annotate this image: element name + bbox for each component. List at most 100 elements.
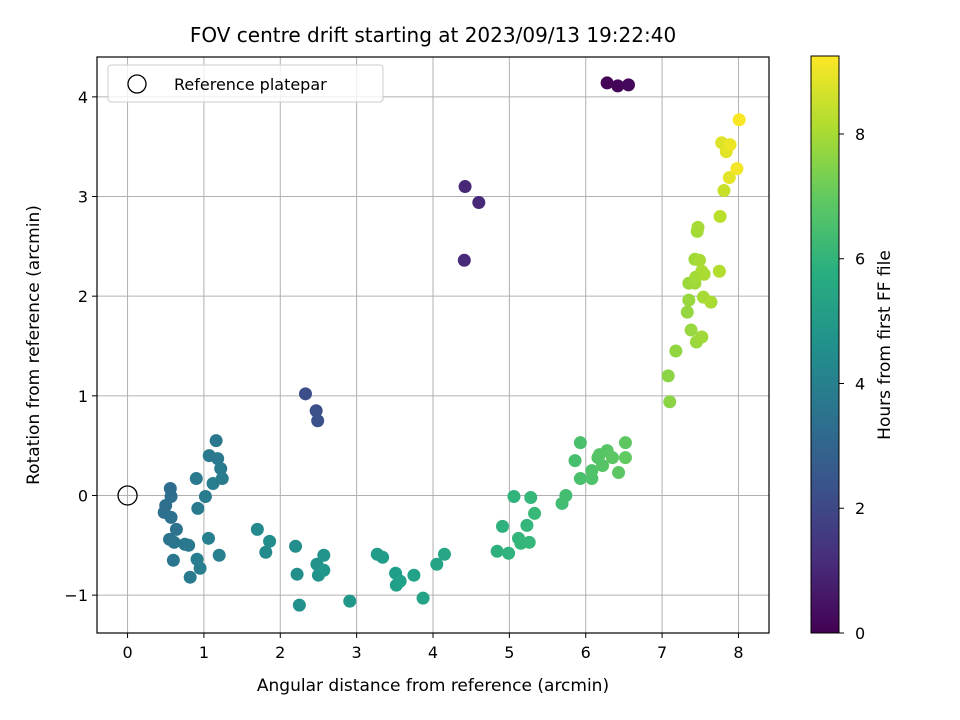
data-point — [164, 510, 178, 524]
data-point — [490, 544, 504, 558]
y-axis-label: Rotation from reference (arcmin) — [24, 205, 44, 485]
y-axis-ticks: −1 0 1 2 3 4 — [64, 88, 97, 605]
data-point — [730, 162, 744, 176]
data-point — [182, 538, 196, 552]
data-point — [697, 267, 711, 281]
data-point — [495, 519, 509, 533]
data-point — [568, 454, 582, 468]
data-point — [507, 489, 521, 503]
data-point — [164, 489, 178, 503]
colorbar-label: Hours from first FF file — [875, 250, 895, 440]
data-point — [250, 522, 264, 536]
data-point — [618, 451, 632, 465]
data-point — [259, 545, 273, 559]
data-point — [458, 180, 472, 194]
colorbar-tick-label: 0 — [855, 624, 865, 643]
data-point — [661, 369, 675, 383]
data-point — [684, 323, 698, 337]
legend-entry-reference-platepar: Reference platepar — [174, 75, 327, 94]
data-point — [611, 79, 625, 93]
y-tick-label: 4 — [78, 88, 88, 107]
data-point — [191, 501, 205, 515]
data-point — [691, 220, 705, 234]
colorbar-tick-label: 6 — [855, 250, 865, 269]
grid — [97, 57, 769, 633]
data-point — [472, 195, 486, 209]
data-point — [621, 78, 635, 92]
colorbar-ticks: 0 2 4 6 8 — [839, 125, 865, 643]
data-point — [712, 264, 726, 278]
y-tick-label: 2 — [78, 287, 88, 306]
data-point — [169, 522, 183, 536]
chart-title: FOV centre drift starting at 2023/09/13 … — [190, 23, 676, 47]
x-tick-label: 0 — [122, 643, 132, 662]
data-point — [201, 531, 215, 545]
data-point — [317, 563, 331, 577]
legend-marker — [127, 74, 147, 94]
data-point — [717, 184, 731, 198]
data-point — [211, 452, 225, 466]
data-point — [520, 518, 534, 532]
data-point — [524, 490, 538, 504]
data-point — [292, 598, 306, 612]
data-point — [317, 548, 331, 562]
data-point — [193, 561, 207, 575]
data-point — [393, 574, 407, 588]
x-tick-label: 3 — [352, 643, 362, 662]
data-point — [457, 253, 471, 267]
data-point — [437, 547, 451, 561]
colorbar-tick-label: 8 — [855, 125, 865, 144]
data-point — [680, 305, 694, 319]
data-point — [713, 209, 727, 223]
data-point — [693, 253, 707, 267]
data-point — [407, 568, 421, 582]
data-point — [416, 591, 430, 605]
data-point — [596, 459, 610, 473]
colorbar-tick-label: 2 — [855, 499, 865, 518]
data-points — [157, 76, 746, 612]
x-tick-label: 4 — [428, 643, 438, 662]
data-point — [669, 344, 683, 358]
data-point — [166, 553, 180, 567]
colorbar-tick-label: 4 — [855, 374, 865, 393]
data-point — [502, 546, 516, 560]
data-point — [663, 395, 677, 409]
data-point — [183, 570, 197, 584]
data-point — [167, 535, 181, 549]
data-point — [600, 76, 614, 90]
data-point — [618, 436, 632, 450]
data-point — [695, 330, 709, 344]
colorbar: 0 2 4 6 8 Hours from first FF file — [810, 55, 895, 643]
data-point — [722, 171, 736, 185]
x-tick-label: 8 — [733, 643, 743, 662]
data-point — [289, 539, 303, 553]
data-point — [585, 464, 599, 478]
x-tick-label: 1 — [199, 643, 209, 662]
data-point — [573, 472, 587, 486]
data-point — [573, 436, 587, 450]
x-axis-ticks: 0 1 2 3 4 5 6 7 8 — [122, 633, 744, 662]
reference-marker-layer — [117, 485, 138, 506]
legend-box — [107, 64, 384, 103]
data-point — [605, 451, 619, 465]
data-point — [704, 295, 718, 309]
reference-platepar-marker — [117, 485, 138, 506]
data-point — [209, 434, 223, 448]
colorbar-gradient — [810, 55, 840, 634]
data-point — [528, 506, 542, 520]
data-point — [732, 113, 746, 127]
x-tick-label: 6 — [581, 643, 591, 662]
y-tick-label: 3 — [78, 188, 88, 207]
x-tick-label: 2 — [275, 643, 285, 662]
data-point — [298, 387, 312, 401]
y-tick-label: 0 — [78, 486, 88, 505]
data-point — [212, 548, 226, 562]
legend: Reference platepar — [107, 64, 384, 103]
data-point — [723, 138, 737, 152]
data-point — [215, 472, 229, 486]
data-point — [311, 414, 325, 428]
y-tick-label: −1 — [64, 586, 88, 605]
x-tick-label: 7 — [657, 643, 667, 662]
data-point — [682, 293, 696, 307]
